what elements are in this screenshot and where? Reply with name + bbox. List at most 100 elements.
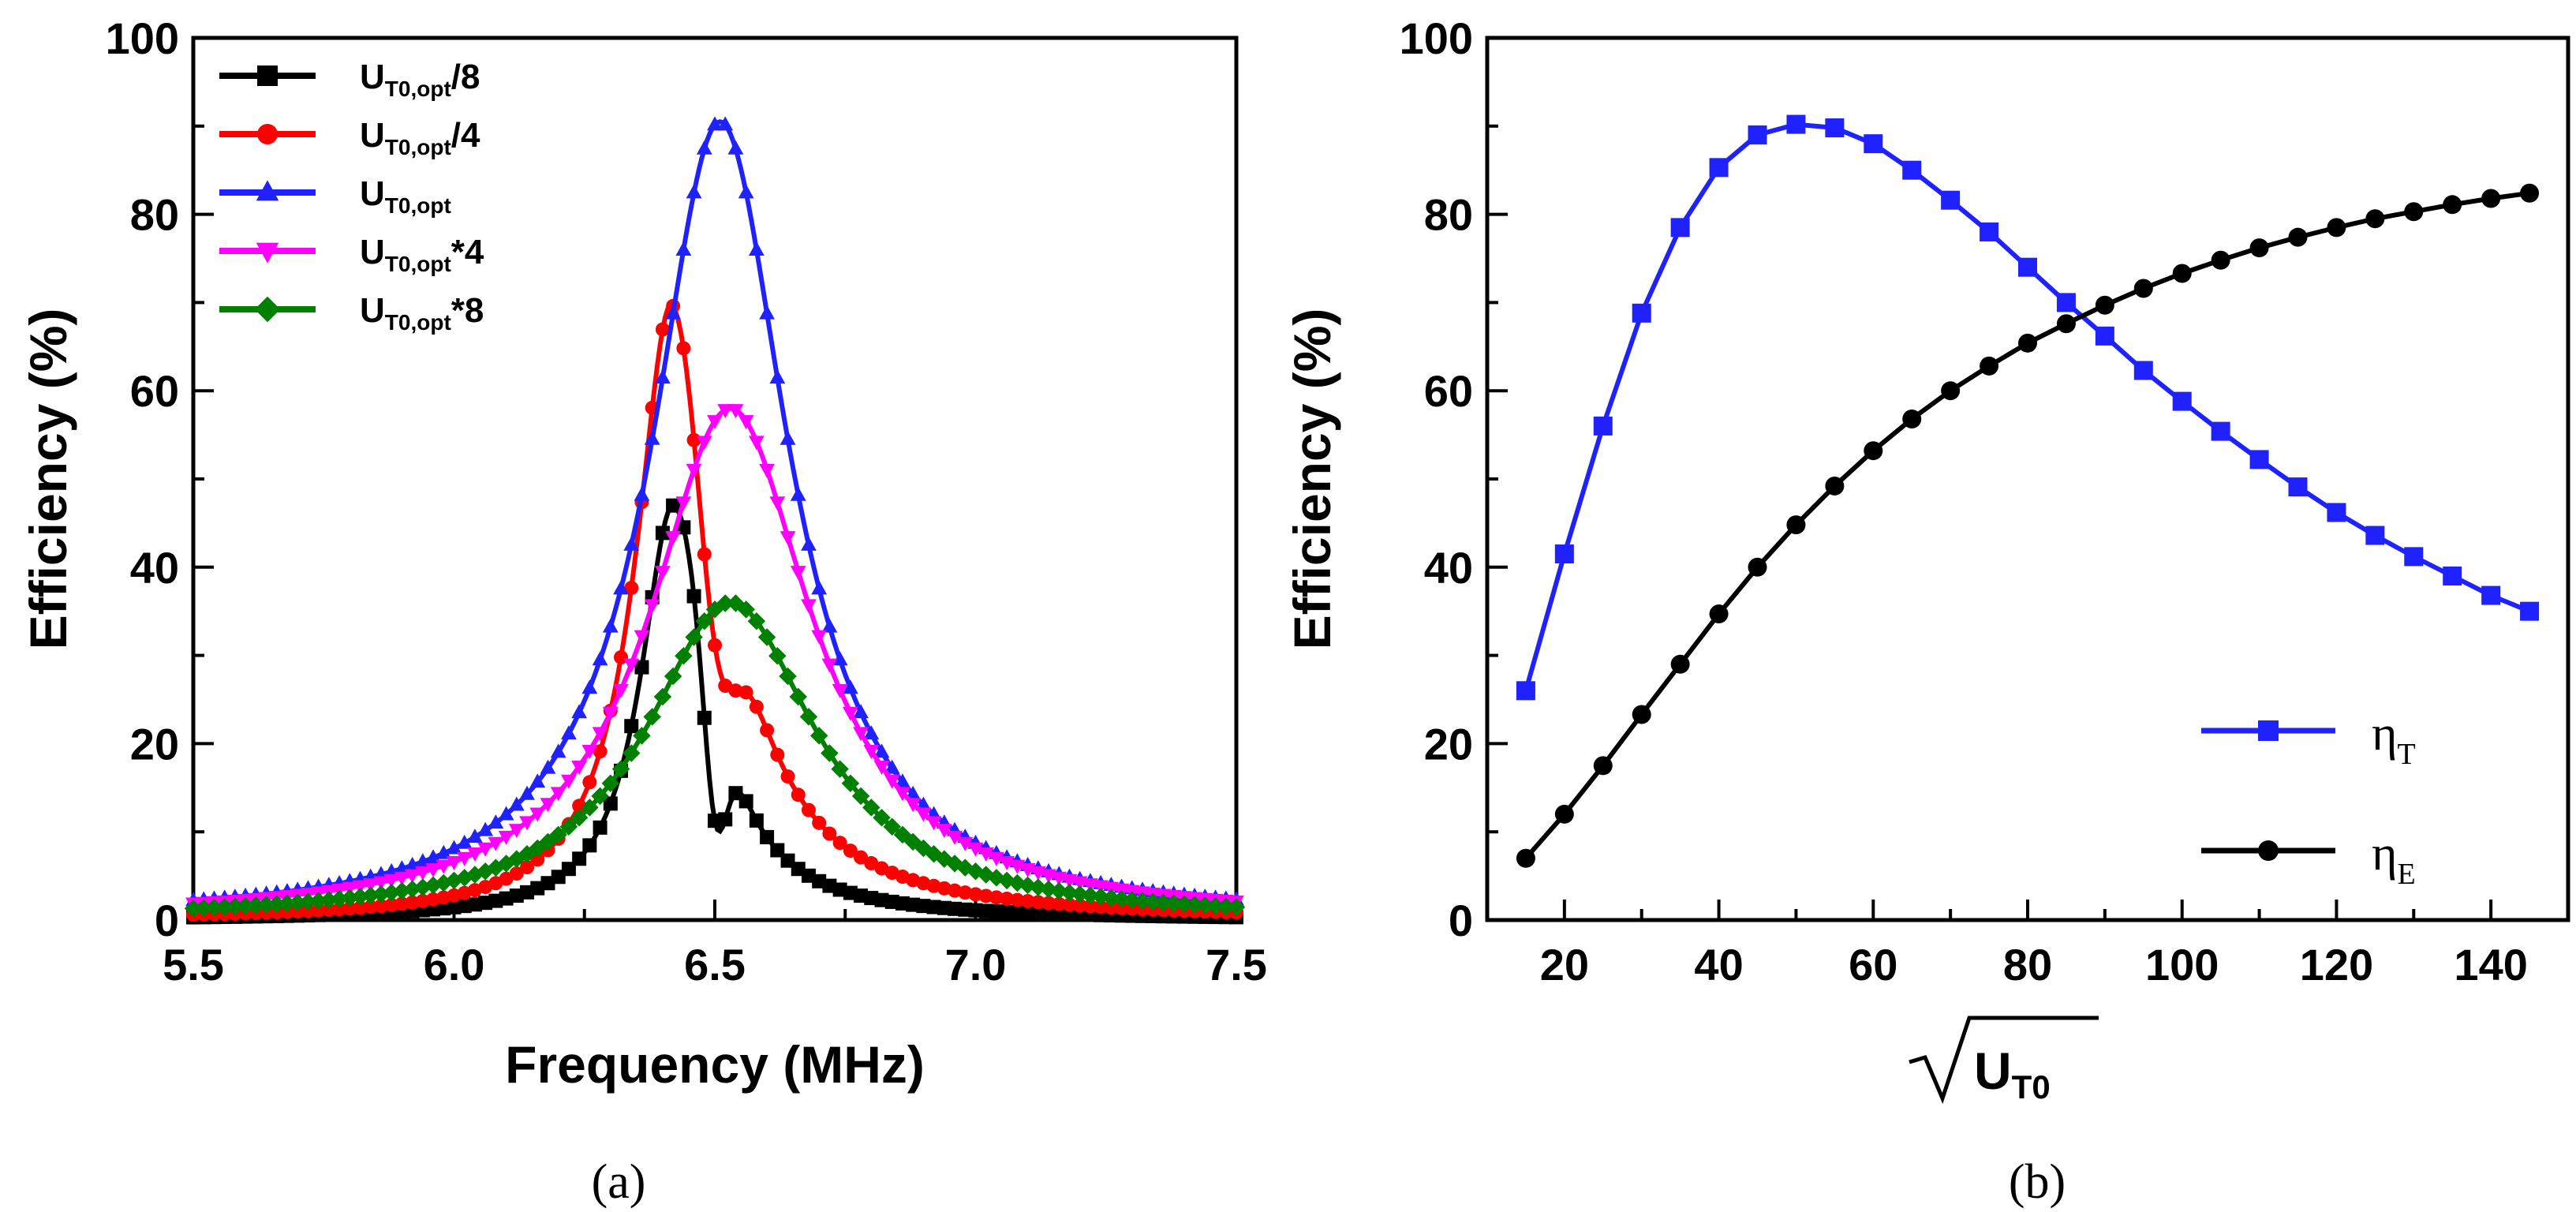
- panel-a-data-point: [508, 796, 525, 811]
- panel-b-y-tick-label: 20: [1424, 719, 1473, 769]
- panel-a-data-point: [603, 796, 618, 811]
- panel-a-data-point: [801, 599, 817, 614]
- panel-a-data-point: [611, 760, 630, 778]
- panel-a-data-point: [383, 873, 400, 888]
- panel-a-data-point: [895, 773, 910, 788]
- panel-a-data-point: [665, 305, 682, 320]
- panel-a-data-point: [332, 902, 347, 917]
- panel-b-data-point: [2133, 279, 2153, 298]
- panel-b-data-point: [1632, 303, 1651, 323]
- panel-a-data-point: [821, 658, 838, 673]
- panel-a-data-point: [760, 723, 775, 738]
- panel-b-series-group: [1516, 114, 2540, 868]
- panel-a-data-point: [301, 903, 316, 918]
- panel-a-data-point: [790, 566, 806, 581]
- panel-a-x-tick-label: 7.0: [945, 940, 1007, 989]
- panel-a-data-point: [498, 806, 514, 821]
- panel-a-data-point: [634, 660, 649, 675]
- panel-a-x-tick-label: 6.5: [684, 940, 746, 989]
- panel-a-y-tick-label: 80: [130, 190, 179, 240]
- panel-a-data-point: [436, 859, 452, 874]
- panel-a-data-point: [1227, 898, 1246, 916]
- panel-b-x-tick-label: 20: [1540, 940, 1589, 989]
- panel-b-data-point: [1593, 756, 1613, 776]
- panel-a-data-point: [655, 369, 671, 384]
- panel-b-y-axis-title: Efficiency (%): [1283, 309, 1341, 650]
- panel-a-data-point: [747, 612, 766, 630]
- panel-a-data-point: [342, 901, 357, 916]
- panel-a-data-point: [540, 759, 556, 774]
- panel-a-data-point: [789, 687, 808, 706]
- panel-a-data-point: [550, 787, 566, 802]
- panel-a-data-point: [915, 807, 932, 822]
- panel-a-data-point: [801, 536, 817, 551]
- panel-a-data-point: [633, 727, 651, 745]
- panel-a-data-point: [862, 799, 880, 817]
- panel-a-data-point: [634, 486, 650, 501]
- panel-a-data-point: [749, 813, 764, 828]
- panel-a-series-group: [184, 116, 1246, 925]
- panel-a-data-point: [311, 903, 326, 918]
- panel-a-data-point: [477, 821, 494, 836]
- panel-a-data-point: [1175, 895, 1194, 914]
- panel-a-data-point: [978, 888, 993, 903]
- panel-a-data-point: [799, 708, 818, 726]
- panel-a-data-point: [655, 566, 671, 581]
- panel-a-data-point: [863, 725, 880, 740]
- panel-a-data-point: [644, 599, 660, 614]
- panel-a-data-point: [559, 817, 578, 836]
- panel-b-y-tick-label: 60: [1424, 366, 1473, 416]
- panel-a-data-point: [215, 898, 234, 916]
- panel-a-data-point: [613, 683, 629, 698]
- panel-a-data-point: [821, 618, 838, 633]
- panel-a-data-point: [373, 899, 388, 914]
- panel-a-data-point: [592, 651, 608, 666]
- panel-a-data-point: [978, 847, 994, 862]
- panel-b-x-tick-label: 40: [1694, 940, 1743, 989]
- panel-a-y-tick-label: 60: [130, 366, 179, 416]
- panel-a-data-point: [780, 531, 796, 546]
- panel-a-data-point: [738, 794, 753, 809]
- panel-a-data-point: [353, 900, 368, 915]
- panel-a-data-point: [226, 897, 245, 916]
- panel-a-data-point: [321, 903, 336, 918]
- panel-b-data-point: [1748, 557, 1767, 577]
- panel-a-data-point: [1052, 896, 1067, 911]
- panel-a-data-point: [1165, 894, 1183, 913]
- panel-b-chart: 20 40 60 80 100 120 140 0 20 40 60 80 100 UT0 Effici…: [1283, 13, 2570, 1209]
- panel-b-x-tick-label: 80: [2003, 940, 2052, 989]
- panel-b-data-point: [2211, 250, 2230, 270]
- panel-a-data-point: [593, 820, 608, 835]
- panel-a-data-point: [1072, 898, 1087, 913]
- panel-a-data-point: [842, 679, 858, 694]
- panel-a-data-point: [194, 899, 213, 918]
- panel-b-data-point: [1593, 416, 1613, 436]
- panel-b-data-point: [1786, 114, 1806, 134]
- panel-a-data-point: [832, 683, 848, 698]
- panel-a-legend: UT0,opt/8 UT0,opt/4 UT0,opt UT0,opt*4 UT0,op…: [219, 58, 484, 335]
- panel-a-data-point: [508, 824, 525, 839]
- panel-b-y-tick-label: 100: [1400, 13, 1473, 63]
- panel-a-data-point: [675, 647, 693, 665]
- panel-a-data-point: [854, 850, 869, 865]
- panel-a-data-point: [718, 812, 733, 827]
- panel-a-data-point: [769, 496, 786, 511]
- legend-label: ηT: [2372, 707, 2416, 771]
- panel-a-data-point: [509, 866, 524, 881]
- panel-b-data-point: [1941, 190, 1961, 210]
- svg-text:UT0: UT0: [1974, 1042, 2051, 1105]
- panel-b-data-point: [2249, 238, 2269, 258]
- panel-a-data-point: [614, 650, 629, 665]
- panel-a-data-point: [352, 880, 368, 895]
- panel-a-data-point: [561, 725, 577, 740]
- panel-a-data-point: [624, 581, 639, 596]
- panel-a-data-point: [841, 774, 860, 792]
- panel-a-data-point: [708, 638, 722, 653]
- panel-a-data-point: [561, 774, 577, 789]
- panel-a-series-line: [193, 503, 1237, 920]
- panel-a-data-point: [570, 809, 589, 827]
- panel-b-data-point: [1825, 476, 1845, 496]
- panel-a-data-point: [883, 817, 901, 836]
- panel-a-data-point: [760, 829, 775, 844]
- panel-b-data-point: [2404, 202, 2424, 222]
